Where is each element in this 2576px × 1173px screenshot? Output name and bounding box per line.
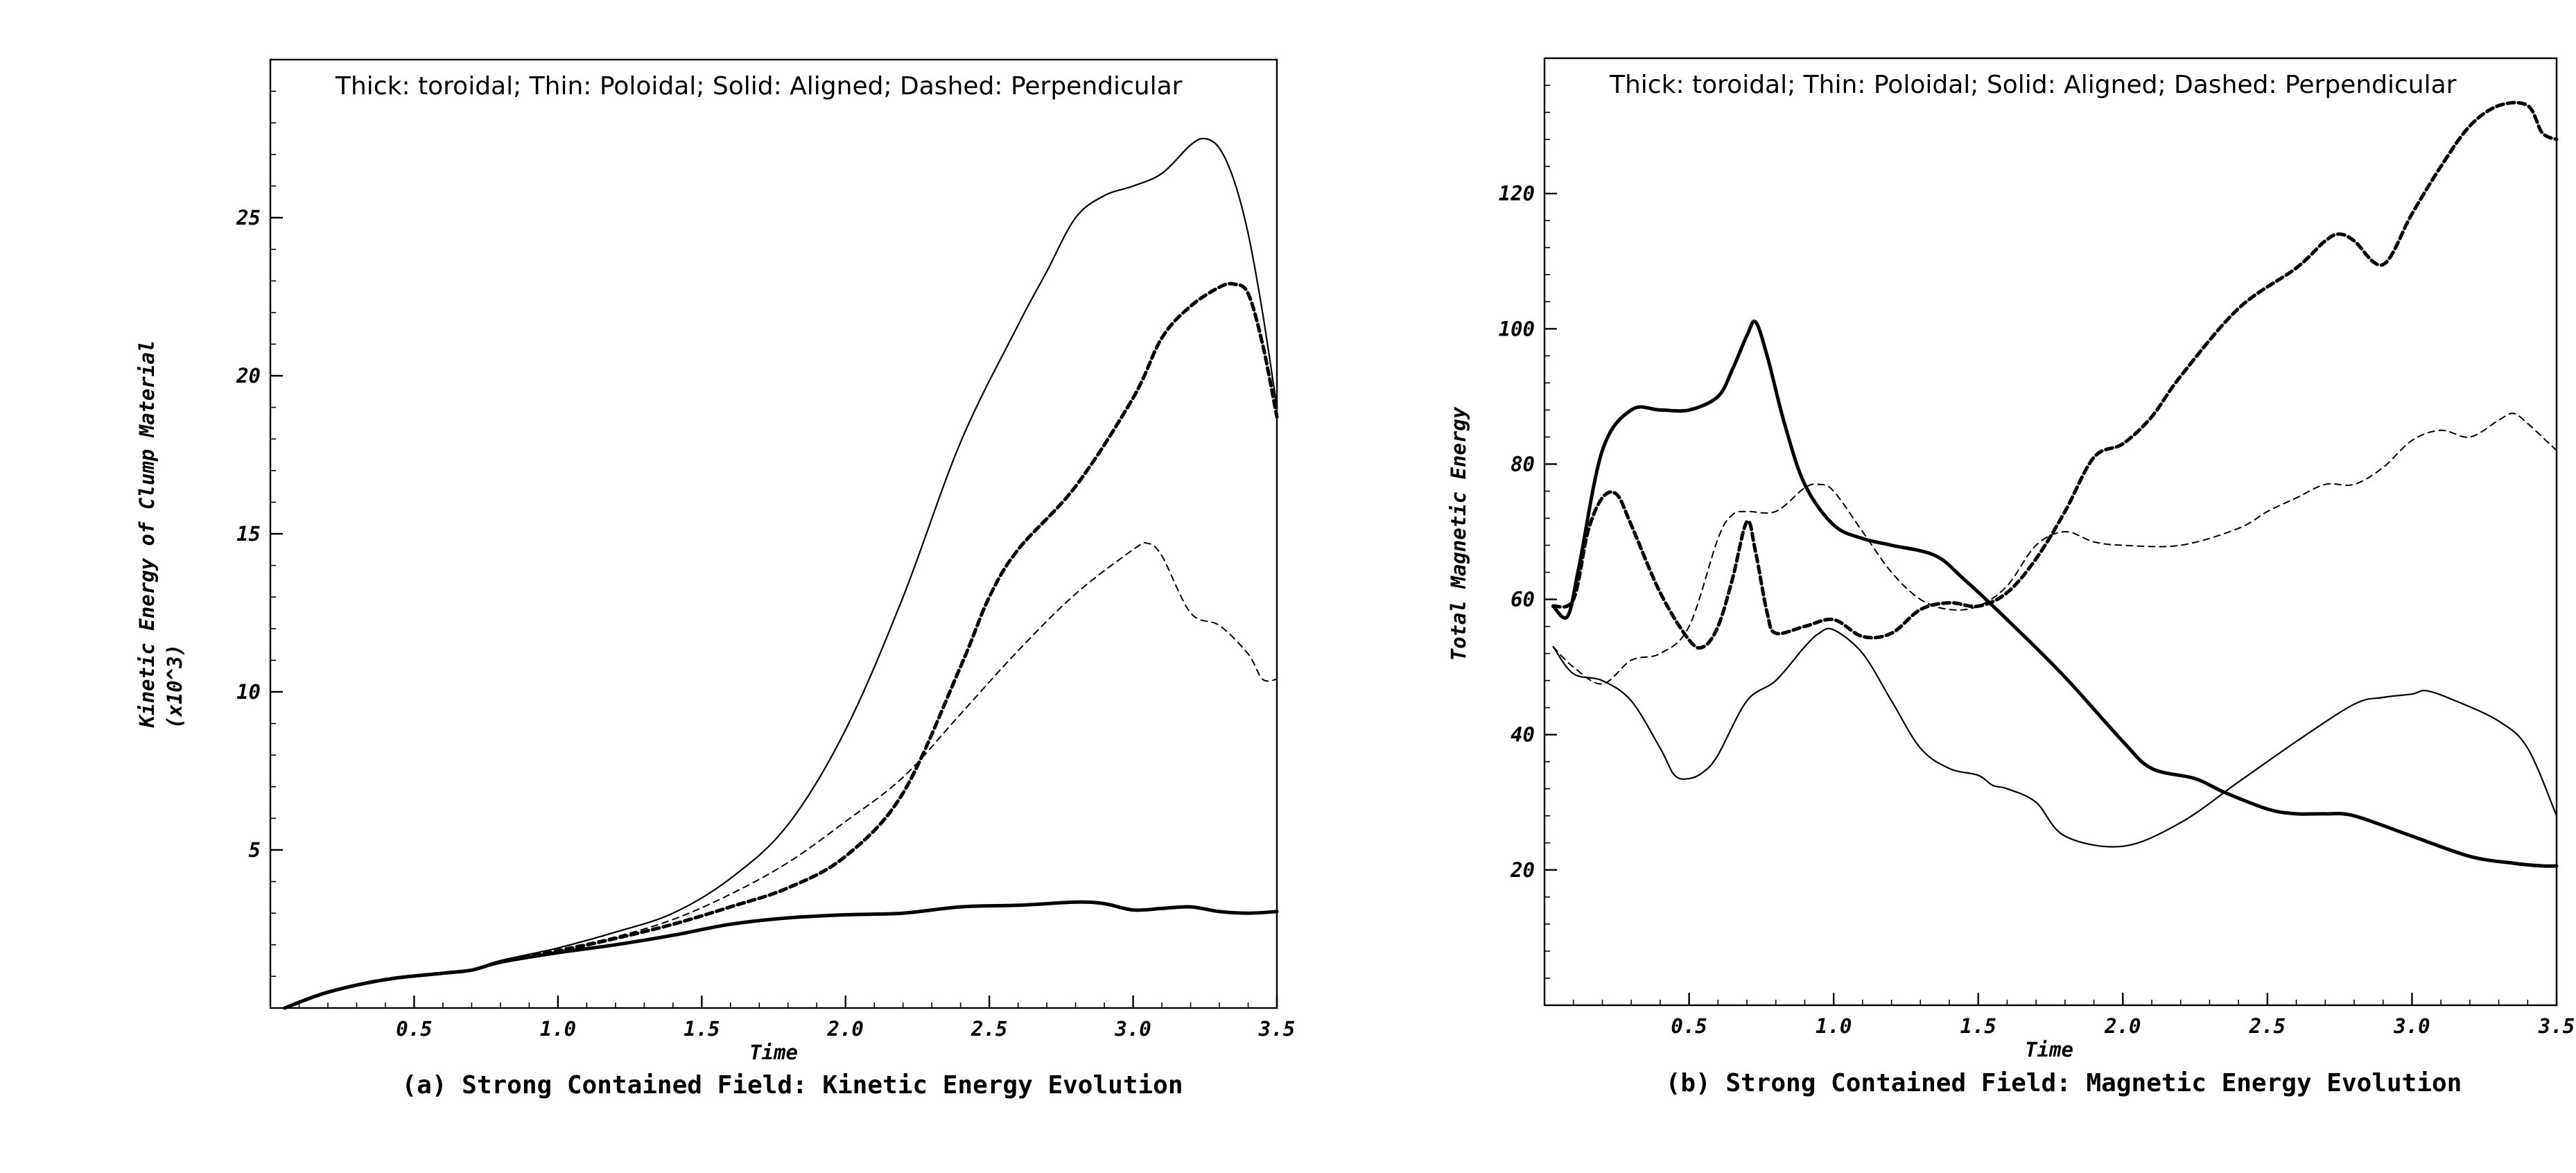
x-tick-label: 0.5 [1671, 1014, 1707, 1038]
panel-a-curves [283, 137, 1279, 1010]
panel-a-x-axis-label: Time [749, 1041, 798, 1064]
x-tick-label: 1.0 [1816, 1014, 1852, 1038]
y-tick-label: 60 [1511, 588, 1535, 611]
x-tick-label: 2.5 [971, 1017, 1007, 1041]
panel-a-legend-note: Thick: toroidal; Thin: Poloidal; Solid: … [335, 72, 1183, 101]
series-line-thick-solid [283, 900, 1279, 1010]
series-line-thick-dashed [283, 281, 1279, 1010]
series-line-thin-dashed [1552, 412, 2557, 685]
x-tick-label: 2.0 [827, 1017, 864, 1041]
panel-b-curves [1551, 101, 2559, 868]
x-tick-label: 2.0 [2104, 1014, 2141, 1038]
x-tick-label: 2.5 [2249, 1014, 2286, 1038]
panel-a-y-axis-label-line1: Kinetic Energy of Clump Material [135, 340, 159, 729]
panel-b-y-axis-label-line1: Total Magnetic Energy [1447, 406, 1470, 661]
panel-a-kinetic-energy: 5 10 15 20 25 0.5 1.0 1.5 2.0 2.5 3.0 3.5 Thick: to… [135, 58, 1295, 1100]
y-tick-label: 120 [1499, 182, 1535, 205]
x-tick-label: 3.5 [1258, 1017, 1295, 1041]
y-tick-label: 20 [1510, 858, 1535, 882]
y-tick-label: 15 [236, 522, 261, 546]
panel-a-y-axis-label-line2: (x10^3) [163, 644, 186, 729]
panel-a-ticks: 5 10 15 20 25 0.5 1.0 1.5 2.0 2.5 3.0 3.5 [236, 90, 1295, 1041]
y-tick-label: 5 [249, 838, 261, 862]
y-tick-label: 20 [236, 364, 261, 388]
y-tick-label: 40 [1511, 723, 1535, 747]
y-tick-label: 10 [236, 680, 261, 704]
x-tick-label: 3.5 [2538, 1014, 2575, 1038]
x-tick-label: 1.5 [684, 1017, 720, 1041]
panel-b-plot-frame [1543, 57, 2558, 1007]
panel-b-ticks: 20 40 60 80 100 120 0.5 1.0 1.5 2.0 2.5 3.0 3.5 [1499, 85, 2575, 1038]
x-tick-label: 3.0 [1114, 1017, 1151, 1041]
x-tick-label: 1.0 [540, 1017, 576, 1041]
panel-a-plot-frame [269, 58, 1278, 1009]
panel-b-magnetic-energy: 20 40 60 80 100 120 0.5 1.0 1.5 2.0 2.5 3.0 3.5 Thic… [1447, 57, 2575, 1097]
panel-a-caption: (a) Strong Contained Field: Kinetic Ener… [401, 1071, 1183, 1100]
y-tick-label: 100 [1499, 317, 1535, 340]
series-line-thick-solid [1551, 319, 2559, 868]
series-line-thick-dashed [1551, 101, 2559, 650]
panel-b-legend-note: Thick: toroidal; Thin: Poloidal; Solid: … [1609, 71, 2457, 99]
x-tick-label: 1.5 [1960, 1014, 1996, 1038]
x-tick-label: 0.5 [396, 1017, 432, 1041]
panel-b-x-axis-label: Time [2025, 1038, 2073, 1061]
series-line-thin-dashed [284, 541, 1278, 1009]
y-tick-label: 80 [1511, 452, 1535, 476]
series-line-thin-solid [284, 137, 1278, 1009]
x-tick-label: 3.0 [2393, 1014, 2430, 1038]
y-tick-label: 25 [236, 206, 261, 229]
panel-b-caption: (b) Strong Contained Field: Magnetic Ene… [1666, 1069, 2462, 1097]
series-line-thin-solid [1552, 627, 2558, 848]
